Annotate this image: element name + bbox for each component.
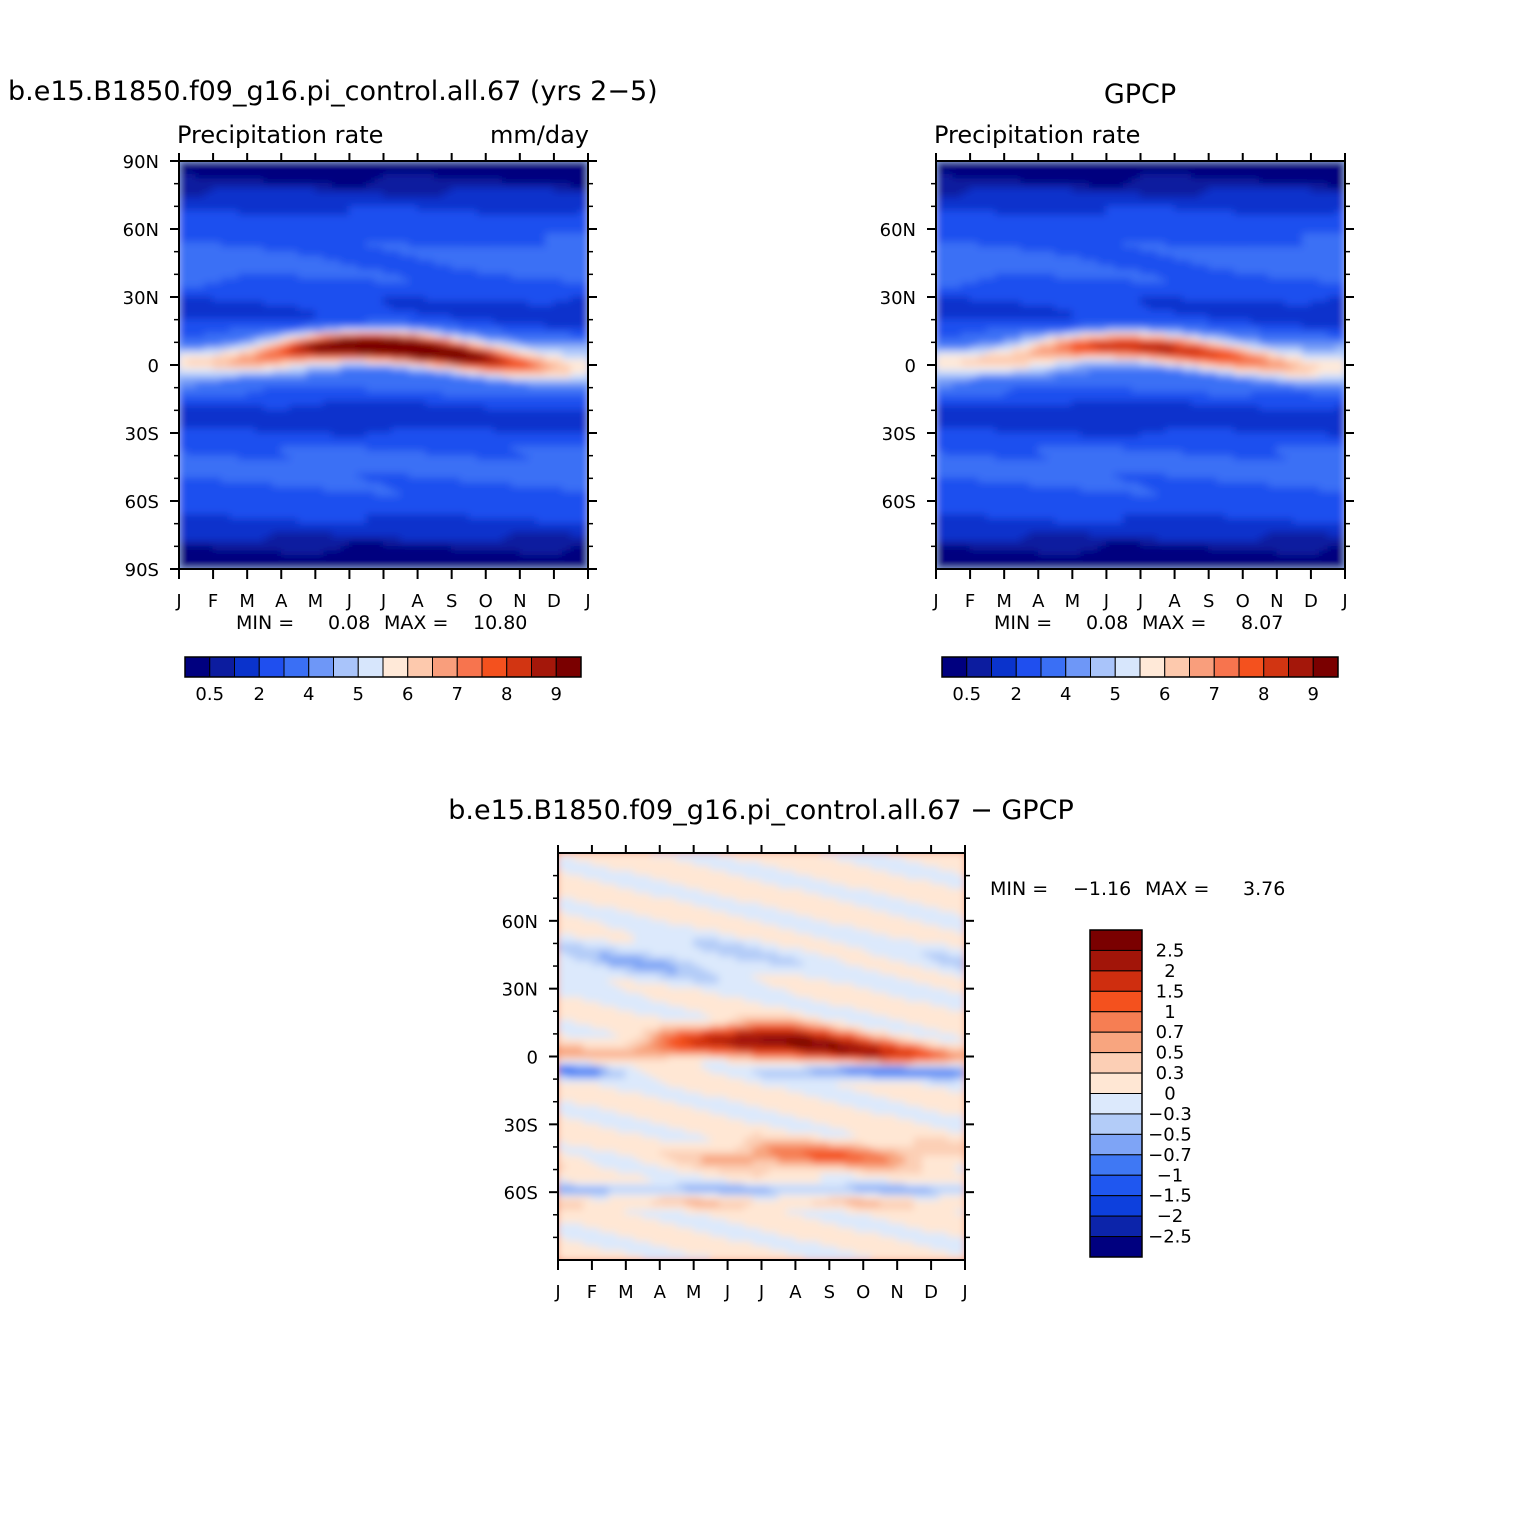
colorbar-label: 0.5 <box>195 684 224 705</box>
colorbar-swatch <box>507 657 532 677</box>
month-label: J <box>346 591 352 612</box>
colorbar-label: 4 <box>303 684 314 705</box>
model-min-label: MIN = <box>236 612 294 634</box>
colorbar-label: 2 <box>254 684 265 705</box>
model-panel: b.e15.B1850.f09_g16.pi_control.all.67 (y… <box>8 76 658 705</box>
month-label: J <box>380 591 386 612</box>
colorbar-label: 9 <box>551 684 562 705</box>
lat-tick-label: 30S <box>125 424 159 445</box>
colorbar-swatch <box>259 657 284 677</box>
colorbar-swatch <box>235 657 260 677</box>
colorbar-label: 7 <box>452 684 463 705</box>
model-title: b.e15.B1850.f09_g16.pi_control.all.67 (y… <box>8 76 658 107</box>
lat-tick-label: 0 <box>148 356 159 377</box>
model-units: mm/day <box>490 121 589 149</box>
month-label: J <box>175 591 181 612</box>
lat-tick-label: 60S <box>125 492 159 513</box>
lat-tick-label: 90S <box>125 560 159 581</box>
colorbar-swatch <box>185 657 210 677</box>
month-label: O <box>479 591 493 612</box>
month-label: J <box>584 591 590 612</box>
colorbar-swatch <box>210 657 235 677</box>
month-label: D <box>547 591 561 612</box>
month-label: N <box>513 591 526 612</box>
colorbar-swatch <box>556 657 581 677</box>
model-max-value: 10.80 <box>473 612 527 634</box>
colorbar-swatch <box>482 657 507 677</box>
colorbar-swatch <box>334 657 359 677</box>
heatmap-cells <box>916 141 1365 589</box>
model-heatmap <box>159 141 608 589</box>
colorbar-swatch <box>457 657 482 677</box>
colorbar-swatch <box>284 657 309 677</box>
colorbar-label: 6 <box>402 684 413 705</box>
colorbar-swatch <box>383 657 408 677</box>
lat-tick-label: 90N <box>123 152 159 173</box>
month-label: S <box>446 591 457 612</box>
month-label: F <box>208 591 218 612</box>
colorbar-label: 8 <box>501 684 512 705</box>
month-label: A <box>411 591 424 612</box>
model-min-value: 0.08 <box>328 612 370 634</box>
obs-title: GPCP <box>1104 79 1176 110</box>
colorbar-swatch <box>433 657 458 677</box>
month-label: A <box>275 591 288 612</box>
obs-subtitle: Precipitation rate <box>934 121 1140 149</box>
model-max-label: MAX = <box>384 612 448 634</box>
obs-heatmap <box>916 141 1365 589</box>
colorbar-swatch <box>408 657 433 677</box>
month-label: M <box>239 591 255 612</box>
model-colorbar: 0.5 2 4 5 6 7 8 9 <box>185 657 581 705</box>
heatmap-cells <box>159 141 608 589</box>
lat-tick-label: 60N <box>123 220 159 241</box>
colorbar-swatch <box>358 657 383 677</box>
model-subtitle: Precipitation rate <box>177 121 383 149</box>
month-label: M <box>308 591 324 612</box>
lat-tick-label: 30N <box>123 288 159 309</box>
colorbar-swatch <box>309 657 334 677</box>
colorbar-swatch <box>532 657 557 677</box>
colorbar-label: 5 <box>353 684 364 705</box>
